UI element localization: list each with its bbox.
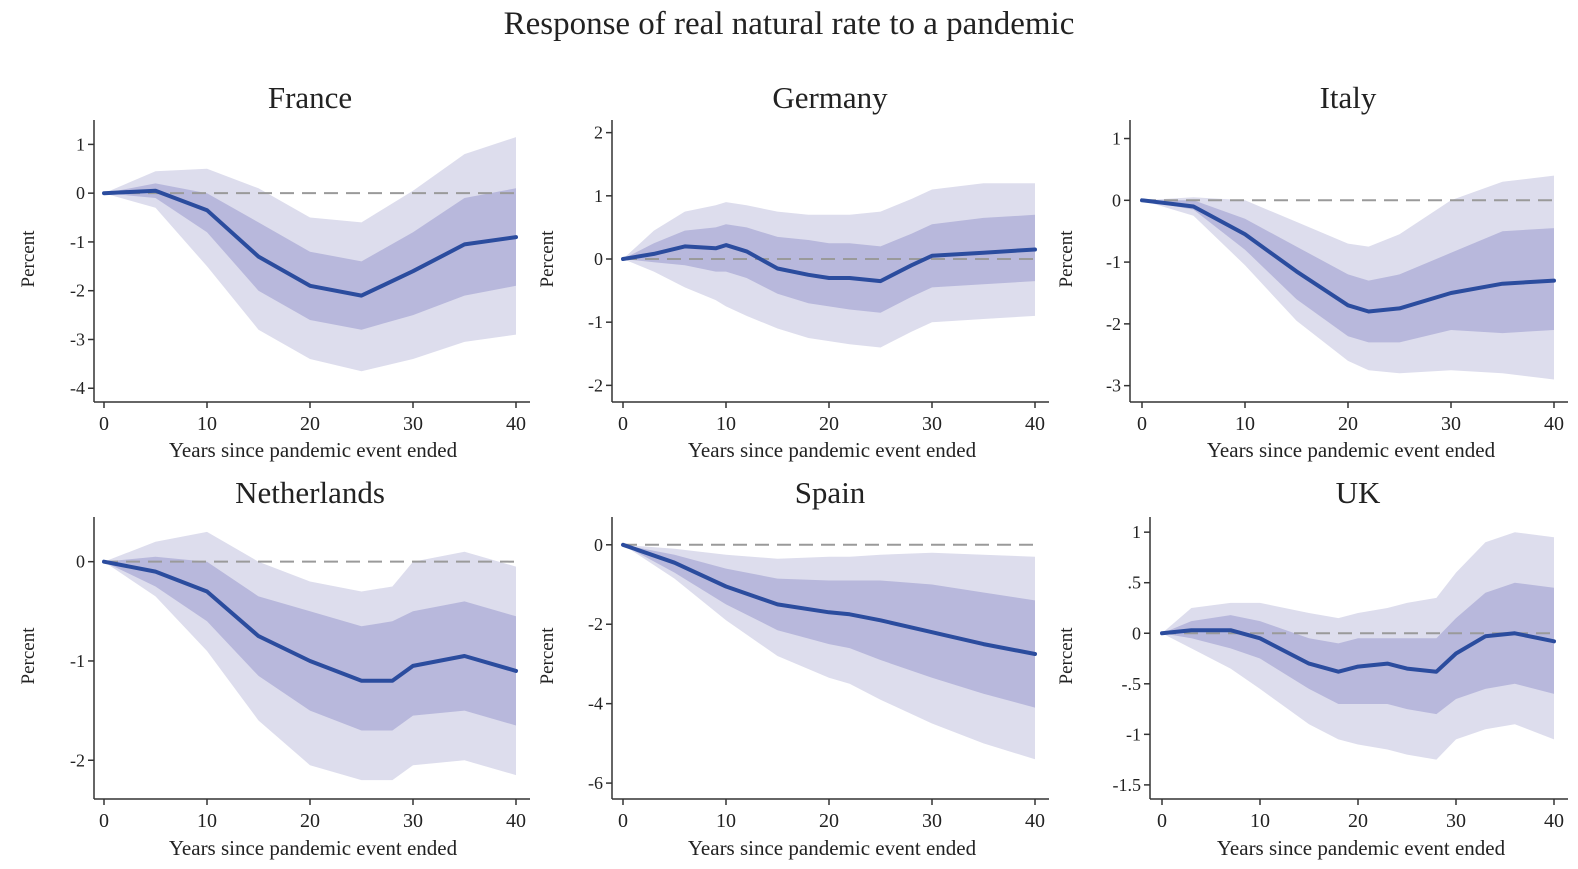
y-tick-label: -1 — [588, 312, 603, 332]
inner-confidence-band — [104, 556, 516, 731]
inner-confidence-band — [623, 214, 1035, 313]
y-axis-label: Percent — [537, 627, 558, 685]
response-line — [102, 188, 518, 298]
y-tick-label: 2 — [594, 123, 603, 143]
y-axis-label: Percent — [18, 230, 39, 288]
y-tick-label: -3 — [1106, 376, 1121, 396]
x-tick-label: 30 — [403, 810, 423, 832]
y-tick-label: 1 — [76, 134, 85, 154]
y-axis-label: Percent — [1056, 230, 1077, 288]
panel-uk: UK 1 .5 0 -.5 -1 -1.5 0 10 20 30 40 Years since pand… — [1056, 475, 1568, 860]
response-line — [621, 243, 1037, 284]
y-tick-label: 0 — [76, 552, 85, 572]
y-tick-label: 0 — [1112, 190, 1121, 210]
x-tick-label: 20 — [819, 810, 839, 832]
y-tick-label: -1 — [1106, 252, 1121, 272]
inner-confidence-band — [1162, 582, 1554, 715]
y-tick-label: 0 — [594, 535, 603, 555]
y-tick-label: -2 — [1106, 314, 1121, 334]
x-tick-label: 0 — [618, 810, 628, 832]
panel-netherlands: Netherlands 0 -1 -2 0 10 20 30 40 Years since pan… — [18, 475, 530, 860]
y-tick-label: 0 — [76, 183, 85, 203]
y-tick-label: 1 — [1112, 129, 1121, 149]
x-tick-label: 10 — [197, 413, 217, 435]
response-line — [102, 559, 518, 683]
x-tick-label: 30 — [922, 413, 942, 435]
x-tick-label: 0 — [1157, 810, 1167, 832]
x-axis-label: Years since pandemic event ended — [688, 438, 977, 462]
y-tick-label: -1 — [1126, 724, 1141, 744]
x-axis-label: Years since pandemic event ended — [1217, 836, 1506, 860]
y-tick-label: -.5 — [1122, 674, 1142, 694]
x-axis-label: Years since pandemic event ended — [169, 836, 458, 860]
inner-confidence-band — [104, 183, 516, 330]
panel-title: Germany — [772, 80, 888, 115]
y-tick-label: 1 — [594, 186, 603, 206]
x-tick-label: 0 — [99, 413, 109, 435]
x-tick-label: 40 — [1025, 810, 1045, 832]
y-tick-label: -2 — [70, 281, 85, 301]
y-tick-label: -4 — [70, 378, 85, 398]
x-tick-label: 0 — [618, 413, 628, 435]
y-tick-label: -1.5 — [1113, 775, 1142, 795]
panel-title: Italy — [1320, 80, 1377, 115]
y-tick-label: -2 — [70, 750, 85, 770]
y-tick-label: 1 — [1132, 522, 1141, 542]
x-tick-label: 10 — [716, 413, 736, 435]
x-tick-label: 10 — [1250, 810, 1270, 832]
x-tick-label: 20 — [300, 810, 320, 832]
response-line — [1140, 198, 1556, 314]
x-tick-label: 20 — [819, 413, 839, 435]
x-tick-label: 0 — [99, 810, 109, 832]
panel-title: UK — [1336, 475, 1381, 510]
y-tick-label: 0 — [594, 249, 603, 269]
x-axis-label: Years since pandemic event ended — [169, 438, 458, 462]
x-tick-label: 20 — [300, 413, 320, 435]
y-tick-label: -4 — [588, 694, 603, 714]
y-tick-label: 0 — [1132, 623, 1141, 643]
y-tick-label: -2 — [588, 375, 603, 395]
panel-title: France — [268, 80, 352, 115]
x-tick-label: 20 — [1348, 810, 1368, 832]
x-tick-label: 10 — [197, 810, 217, 832]
x-tick-label: 30 — [403, 413, 423, 435]
y-axis-label: Percent — [1056, 627, 1077, 685]
response-line — [621, 542, 1037, 656]
y-tick-label: -3 — [70, 329, 85, 349]
y-tick-label: .5 — [1128, 573, 1142, 593]
figure-title: Response of real natural rate to a pande… — [503, 6, 1075, 42]
x-tick-label: 10 — [716, 810, 736, 832]
response-line — [1160, 628, 1556, 674]
x-tick-label: 30 — [922, 810, 942, 832]
x-tick-label: 30 — [1446, 810, 1466, 832]
y-tick-label: -2 — [588, 614, 603, 634]
x-tick-label: 10 — [1235, 413, 1255, 435]
x-axis-label: Years since pandemic event ended — [1207, 438, 1496, 462]
panel-title: Spain — [795, 475, 866, 510]
x-tick-label: 0 — [1137, 413, 1147, 435]
panel-title: Netherlands — [235, 475, 385, 510]
x-axis-label: Years since pandemic event ended — [688, 836, 977, 860]
x-tick-label: 20 — [1338, 413, 1358, 435]
y-tick-label: -1 — [70, 651, 85, 671]
y-axis-label: Percent — [537, 230, 558, 288]
x-tick-label: 40 — [1544, 810, 1564, 832]
x-tick-label: 40 — [1544, 413, 1564, 435]
x-tick-label: 40 — [506, 413, 526, 435]
y-tick-label: -6 — [588, 773, 603, 793]
panel-spain: Spain 0 -2 -4 -6 0 10 20 30 40 Years since pandemi… — [537, 475, 1049, 860]
x-tick-label: 30 — [1441, 413, 1461, 435]
y-tick-label: -1 — [70, 232, 85, 252]
y-axis-label: Percent — [18, 627, 39, 685]
x-tick-label: 40 — [506, 810, 526, 832]
x-tick-label: 40 — [1025, 413, 1045, 435]
